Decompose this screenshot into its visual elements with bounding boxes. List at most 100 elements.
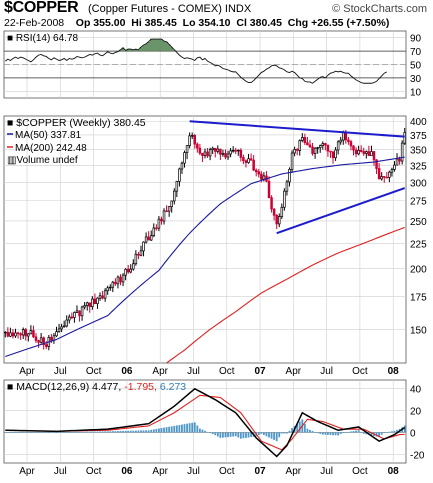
macd-x-tick-label: Oct [86, 466, 102, 477]
price-bar-body [103, 290, 107, 299]
price-bar-body [190, 135, 194, 137]
macd-histogram-bar [158, 428, 160, 433]
macd-histogram-bar [211, 432, 214, 435]
price-bar-body [321, 143, 325, 146]
macd-histogram-bar [332, 432, 334, 436]
price-bar-body [185, 145, 189, 153]
close-value: Cl 380.45 [236, 17, 282, 29]
macd-histogram-bar [142, 430, 145, 433]
macd-histogram-bar [391, 431, 393, 433]
price-bar-body [80, 306, 84, 317]
price-bar-body [188, 135, 191, 146]
macd-histogram-bar [198, 428, 201, 433]
macd-histogram-bar [181, 424, 183, 433]
price-bar-body [208, 149, 212, 157]
price-tick-label: 200 [410, 264, 427, 275]
macd-histogram-bar [314, 432, 317, 433]
price-tick-label: 250 [410, 217, 427, 228]
price-x-tick-label: Jul [54, 366, 67, 377]
price-bar-body [403, 132, 406, 144]
macd-histogram-bar [145, 430, 148, 433]
price-bar-body [24, 329, 28, 337]
price-bar-body [160, 218, 163, 222]
macd-histogram-bar [311, 430, 314, 433]
price-bar-body [183, 152, 186, 164]
macd-x-tick-label: Apr [286, 466, 302, 477]
macd-histogram-bar [286, 432, 288, 434]
macd-histogram-bar [370, 432, 373, 436]
macd-histogram-bar [227, 432, 229, 438]
price-bar-body [93, 298, 97, 305]
macd-histogram-bar [383, 432, 386, 434]
price-bar-body [206, 151, 209, 157]
price-bar-body [219, 148, 222, 155]
price-bar-body [175, 181, 179, 192]
macd-legend-histogram: 6.273 [160, 381, 186, 393]
macd-histogram-bar [352, 431, 355, 433]
macd-histogram-bar [204, 430, 206, 433]
price-tick-label: 175 [410, 293, 427, 304]
rsi-overbought-fill [119, 39, 176, 52]
price-bar-body [134, 253, 138, 265]
price-bar-body [173, 190, 176, 202]
price-bar-body [147, 236, 150, 241]
macd-histogram-bar [119, 430, 122, 433]
macd-histogram-bar [58, 432, 60, 433]
price-bar-body [109, 286, 112, 289]
macd-histogram-bar [283, 432, 286, 434]
macd-histogram-bar [6, 432, 9, 434]
price-bar-body [19, 333, 22, 336]
macd-histogram-bar [380, 432, 383, 435]
price-legend-title: ■ $COPPER (Weekly) 380.45 [7, 117, 146, 129]
macd-histogram-bar [101, 431, 104, 433]
lower-trendline [276, 187, 406, 235]
price-bar-body [149, 235, 153, 241]
macd-histogram-bar [96, 431, 99, 433]
price-bar-body [167, 206, 171, 212]
macd-histogram-bar [214, 432, 217, 436]
price-tick-label: 375 [410, 131, 427, 142]
macd-histogram-bar [344, 432, 347, 433]
price-bar-body [254, 169, 258, 173]
price-x-tick-label: Jul [320, 366, 333, 377]
ma50-legend-label: MA(50) 337.81 [15, 130, 82, 141]
macd-histogram-bar [242, 432, 245, 439]
macd-histogram-bar [22, 432, 25, 434]
price-bar-body [370, 151, 373, 156]
rsi-tick-label: 50 [410, 61, 422, 72]
price-bar-body [60, 326, 63, 330]
macd-histogram-bar [316, 432, 319, 434]
macd-histogram-bar [388, 431, 391, 433]
macd-histogram-bar [327, 432, 329, 435]
ticker-symbol: $COPPER [4, 0, 79, 16]
price-bar-body [229, 150, 232, 155]
macd-histogram-bar [78, 431, 81, 433]
macd-histogram-bar [32, 432, 35, 434]
macd-histogram-bar [291, 428, 293, 433]
price-bar-body [249, 158, 253, 161]
price-bar-body [395, 158, 399, 166]
price-bar-body [306, 142, 309, 146]
macd-histogram-bar [268, 432, 270, 438]
price-bar-body [50, 337, 53, 341]
macd-histogram-bar [68, 432, 71, 433]
macd-histogram-bar [298, 421, 301, 433]
rsi-tick-label: 10 [410, 87, 422, 98]
macd-histogram-bar [127, 430, 130, 433]
macd-histogram-bar [93, 431, 96, 433]
price-bar-body [349, 141, 353, 147]
macd-histogram-bar [160, 428, 163, 433]
macd-histogram-bar [88, 431, 91, 433]
price-bar-body [42, 337, 45, 346]
macd-histogram-bar [111, 431, 114, 433]
rsi-legend: ■ RSI(14) 64.78 [7, 33, 79, 44]
price-bar-body [137, 253, 140, 256]
macd-histogram-bar [334, 432, 337, 436]
macd-histogram-bar [319, 432, 322, 434]
macd-histogram-bar [245, 432, 247, 438]
price-x-tick-label: 08 [388, 366, 400, 377]
price-bar-body [308, 144, 312, 148]
macd-histogram-bar [183, 424, 186, 433]
macd-histogram-bar [347, 431, 350, 433]
price-bar-body [329, 150, 332, 153]
